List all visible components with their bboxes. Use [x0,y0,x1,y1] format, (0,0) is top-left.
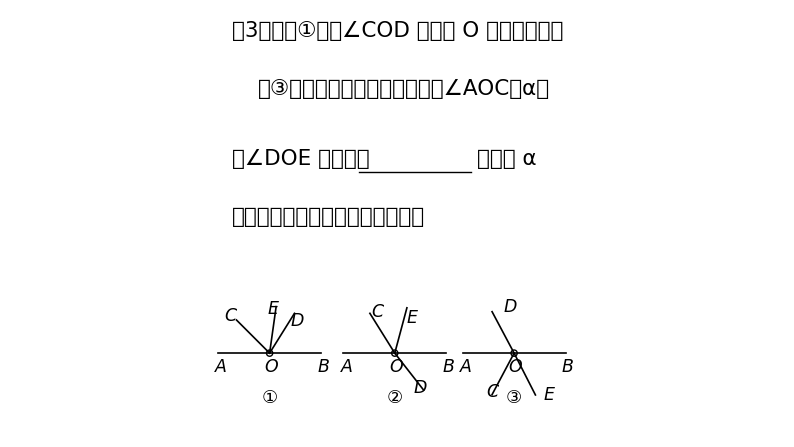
Text: E: E [268,300,279,318]
Text: A: A [215,358,227,376]
Text: D: D [414,379,427,397]
Text: B: B [318,358,330,376]
Text: O: O [389,358,403,376]
Text: E: E [407,309,418,327]
Text: B: B [442,358,454,376]
Text: E: E [543,386,554,404]
Text: ②: ② [387,389,403,407]
Text: C: C [224,308,237,325]
Text: 则∠DOE 的度数为: 则∠DOE 的度数为 [232,149,369,169]
Text: O: O [264,358,278,376]
Text: （3）将图①中的∠COD 绕顶点 O 逆时针旋转至: （3）将图①中的∠COD 绕顶点 O 逆时针旋转至 [232,21,563,41]
Text: （用含 α: （用含 α [477,149,537,169]
Text: B: B [562,358,574,376]
Text: 图③的位置，其他条件不变，若∠AOC＝α，: 图③的位置，其他条件不变，若∠AOC＝α， [258,80,550,99]
Text: A: A [341,358,353,376]
Text: D: D [504,298,517,316]
Text: D: D [291,312,304,330]
Text: A: A [460,358,472,376]
Text: 的代数式表示），不必说明理由。: 的代数式表示），不必说明理由。 [232,207,425,227]
Text: ③: ③ [506,389,522,407]
Text: C: C [372,303,384,320]
Text: ①: ① [261,389,278,407]
Text: C: C [487,384,499,401]
Text: O: O [509,358,522,376]
